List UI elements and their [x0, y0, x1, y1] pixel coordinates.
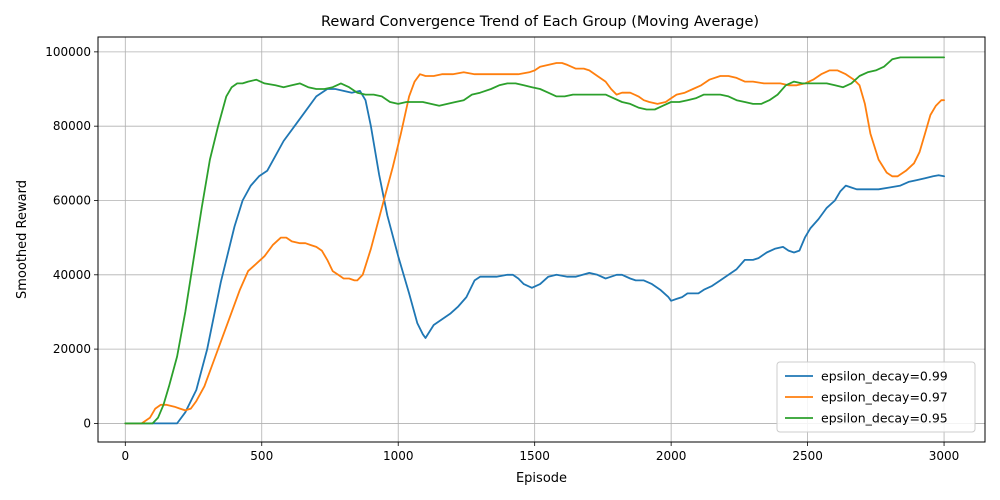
x-tick-label: 2500 [792, 449, 823, 463]
x-axis-label: Episode [516, 471, 567, 486]
x-tick-label: 2000 [656, 449, 687, 463]
y-axis-label: Smoothed Reward [15, 180, 30, 299]
legend-label-3: epsilon_decay=0.95 [821, 411, 948, 426]
plot-frame [97, 36, 986, 443]
x-tick-label: 1000 [383, 449, 414, 463]
x-tick-label: 1500 [519, 449, 550, 463]
series-line-3 [124, 56, 945, 425]
legend: epsilon_decay=0.99 epsilon_decay=0.97epsi… [776, 361, 976, 433]
legend-label-1: epsilon_decay=0.99 [821, 369, 948, 384]
axis-ticks: 0 500 1000 1500 2000 2500 3000 0 20000 40000 60000… [45, 45, 959, 463]
series-layer [124, 56, 945, 425]
y-tick-label: 40000 [53, 268, 91, 282]
y-tick-label: 80000 [53, 119, 91, 133]
series-line-2 [124, 62, 945, 425]
y-tick-label: 20000 [53, 342, 91, 356]
series-line-1 [124, 88, 945, 425]
chart-title: Reward Convergence Trend of Each Group (… [321, 14, 759, 30]
y-tick-label: 60000 [53, 193, 91, 207]
legend-label-2: epsilon_decay=0.97 [821, 390, 948, 405]
x-tick-label: 0 [121, 449, 129, 463]
legend-box [776, 361, 976, 433]
x-tick-label: 500 [250, 449, 273, 463]
x-tick-label: 3000 [929, 449, 960, 463]
y-tick-label: 100000 [45, 45, 91, 59]
y-tick-label: 0 [83, 416, 91, 430]
